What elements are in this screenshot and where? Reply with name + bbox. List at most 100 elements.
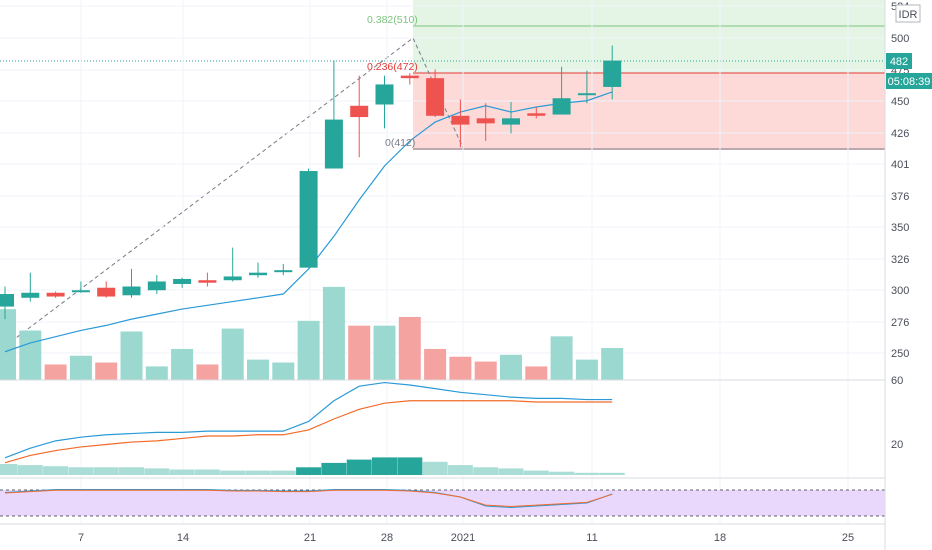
- candle-body: [577, 93, 596, 96]
- adx-bar: [523, 470, 549, 475]
- candle-body: [299, 171, 318, 268]
- time-tick-label: 25: [842, 532, 854, 544]
- last-price-value: 482: [890, 56, 908, 68]
- oscillator-line-orange: [4, 489, 613, 507]
- time-tick-label: 11: [586, 532, 597, 544]
- fib-label-0236: 0.236(472): [367, 61, 418, 73]
- volume-bar: [449, 356, 472, 380]
- adx-bar: [220, 470, 246, 475]
- adx-bar: [473, 467, 499, 475]
- price-tick-label: 426: [891, 128, 909, 140]
- candle-body: [603, 60, 622, 87]
- candles: [0, 45, 622, 320]
- adx-histogram: [0, 457, 625, 475]
- price-tick-label: 450: [891, 96, 909, 108]
- volume-bar: [221, 328, 244, 380]
- currency-box[interactable]: [895, 4, 921, 23]
- adx-bar: [447, 465, 473, 475]
- adx-bar: [574, 472, 600, 475]
- candle-body: [502, 118, 520, 125]
- price-tick-label: 326: [891, 254, 909, 266]
- adx-bar: [17, 465, 43, 475]
- volume-bar: [500, 354, 522, 380]
- adx-bar: [397, 457, 423, 475]
- candle-body: [46, 292, 65, 297]
- time-axis-ticks: 7 14 21 28 2021 11 18 25: [78, 532, 854, 544]
- volume-bar: [69, 355, 92, 380]
- adx-bar: [194, 469, 220, 475]
- adx-bar: [346, 459, 372, 475]
- candle-body: [147, 281, 166, 291]
- volume-bar: [525, 366, 548, 380]
- volume-bar: [196, 364, 219, 380]
- candle-body: [97, 287, 116, 297]
- time-tick-label: 21: [304, 532, 316, 544]
- adx-bar: [169, 469, 195, 475]
- price-tick-label: 350: [891, 222, 909, 234]
- fib-trend-line: [0, 37, 464, 351]
- candle-body: [223, 276, 242, 281]
- adx-bar: [549, 471, 575, 475]
- volume-bar: [398, 316, 421, 380]
- candle-body: [527, 113, 546, 116]
- price-tick-label: 500: [891, 33, 909, 45]
- oscillator-line-blue: [4, 489, 613, 509]
- adx-bar: [68, 467, 94, 475]
- candle-body: [0, 294, 14, 307]
- adx-bar: [93, 467, 119, 475]
- volume-bar: [95, 362, 118, 380]
- dmi-plus-line: [4, 381, 613, 459]
- adx-bar: [43, 466, 69, 475]
- fib-green-zone: [413, 0, 885, 73]
- price-axis-background[interactable]: [885, 0, 932, 550]
- adx-bar: [372, 457, 397, 475]
- volume-bar: [322, 286, 345, 380]
- adx-bar: [0, 464, 18, 475]
- adx-bar: [498, 468, 524, 475]
- candle-body: [451, 115, 470, 125]
- time-tick-label: 28: [381, 532, 393, 544]
- oscillator-pane: [0, 489, 885, 517]
- candle-body: [274, 270, 293, 273]
- fib-red-zone: [413, 73, 885, 150]
- price-tick-label: 376: [891, 191, 909, 203]
- volume-bar: [424, 348, 447, 380]
- price-tick-label: 250: [891, 348, 909, 360]
- volume-bar: [0, 309, 16, 380]
- adx-bar: [422, 461, 448, 475]
- volume-bar: [272, 362, 295, 380]
- adx-bar: [119, 467, 144, 475]
- countdown-badge: [886, 73, 932, 89]
- candle-body: [173, 278, 192, 284]
- candle-body: [552, 98, 571, 115]
- indicator-tick-label: 20: [891, 439, 903, 451]
- candle-body: [71, 290, 90, 293]
- price-tick-label: 401: [891, 159, 909, 171]
- candle-body: [476, 118, 495, 124]
- volume-bar: [348, 325, 371, 380]
- time-tick-label: 18: [714, 532, 726, 544]
- volume-bars: [0, 286, 624, 380]
- countdown-value: 05:08:39: [888, 76, 931, 88]
- adx-bar: [144, 468, 170, 475]
- volume-bar: [601, 347, 624, 380]
- adx-bar: [296, 467, 322, 475]
- time-tick-label: 7: [78, 532, 84, 544]
- last-price-badge: [886, 53, 912, 69]
- adx-bar: [599, 472, 625, 475]
- volume-bar: [44, 364, 67, 380]
- volume-bar: [19, 330, 42, 380]
- candle-body: [198, 280, 217, 283]
- candle-body: [350, 105, 369, 118]
- candle-body: [426, 78, 445, 116]
- adx-bar: [321, 462, 347, 475]
- candle-body: [122, 286, 141, 296]
- adx-bar: [245, 470, 271, 475]
- dmi-minus-line: [4, 400, 613, 464]
- candle-body: [324, 119, 343, 169]
- candle-body: [21, 292, 40, 298]
- volume-bar: [120, 331, 143, 380]
- volume-bar: [373, 325, 396, 380]
- volume-bar: [575, 359, 598, 380]
